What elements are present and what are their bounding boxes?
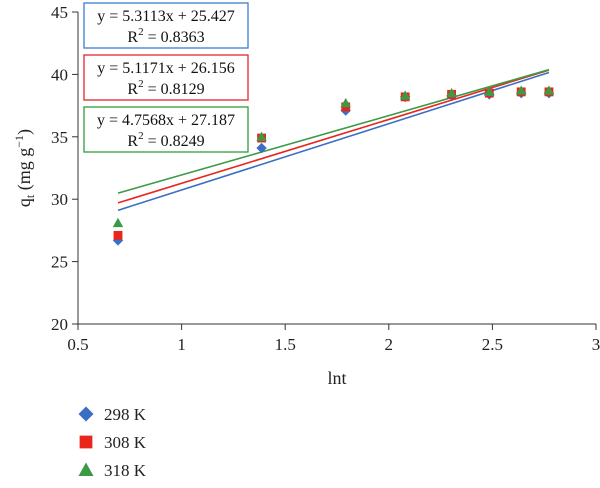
- legend: 298 K 308 K 318 K: [78, 405, 147, 480]
- legend-label: 318 K: [104, 461, 147, 480]
- legend-item-298k: 298 K: [78, 405, 147, 424]
- y-axis-title: qt (mg g−1): [12, 129, 37, 207]
- data-point-298k: [256, 142, 267, 154]
- data-point-318k: [543, 85, 555, 95]
- fit-line-318k: [117, 68, 550, 194]
- y-tick-label: 40: [51, 65, 68, 84]
- x-tick-label: 2: [385, 335, 394, 354]
- axes: [72, 11, 597, 330]
- data-point-318k: [484, 86, 495, 97]
- legend-item-308k: 308 K: [79, 433, 147, 452]
- data-point-318k: [340, 97, 351, 108]
- legend-marker: [79, 435, 93, 449]
- data-point-308k: [113, 230, 123, 240]
- fit-lines: [117, 68, 550, 212]
- fit-equation: y = 5.1171x + 26.156: [97, 60, 234, 77]
- y-tick-label: 35: [51, 128, 68, 147]
- legend-marker: [78, 462, 94, 476]
- fit-r-squared: R2 = 0.8249: [127, 130, 204, 150]
- data-point-318k: [256, 131, 267, 141]
- x-tick-label: 3: [592, 335, 600, 354]
- x-tick-labels: 0.5 1 1.5 2 2.5 3: [67, 335, 600, 354]
- legend-item-318k: 318 K: [78, 461, 147, 480]
- y-tick-label: 25: [51, 253, 68, 272]
- data-point-318k: [516, 85, 527, 95]
- data-point-318k: [112, 217, 124, 228]
- x-axis-title: lnt: [327, 368, 346, 388]
- equation-box-border: [83, 54, 249, 101]
- equation-box-border: [83, 106, 249, 153]
- y-tick-label: 30: [51, 190, 68, 209]
- data-point-318k: [446, 87, 457, 98]
- x-tick-label: 1.5: [275, 335, 296, 354]
- data-point-298k: [112, 235, 124, 246]
- y-tick-label: 20: [51, 315, 68, 334]
- y-tick-label: 45: [51, 3, 68, 22]
- data-points: [112, 85, 555, 246]
- legend-label: 298 K: [104, 405, 147, 424]
- fit-line-308k: [117, 69, 550, 204]
- fit-line-298k: [117, 71, 550, 212]
- legend-label: 308 K: [104, 433, 147, 452]
- y-tick-labels: 20 25 30 35 40 45: [51, 3, 68, 334]
- x-tick-label: 1: [177, 335, 186, 354]
- legend-marker: [78, 406, 94, 422]
- data-point-318k: [399, 90, 411, 100]
- x-tick-label: 2.5: [482, 335, 503, 354]
- fit-equation: y = 5.3113x + 25.427: [97, 8, 234, 25]
- fit-equation: y = 4.7568x + 27.187: [97, 112, 235, 129]
- equation-box-border: [83, 2, 249, 49]
- fit-r-squared: R2 = 0.8129: [127, 78, 204, 98]
- x-tick-label: 0.5: [67, 335, 88, 354]
- fit-r-squared: R2 = 0.8363: [127, 26, 204, 46]
